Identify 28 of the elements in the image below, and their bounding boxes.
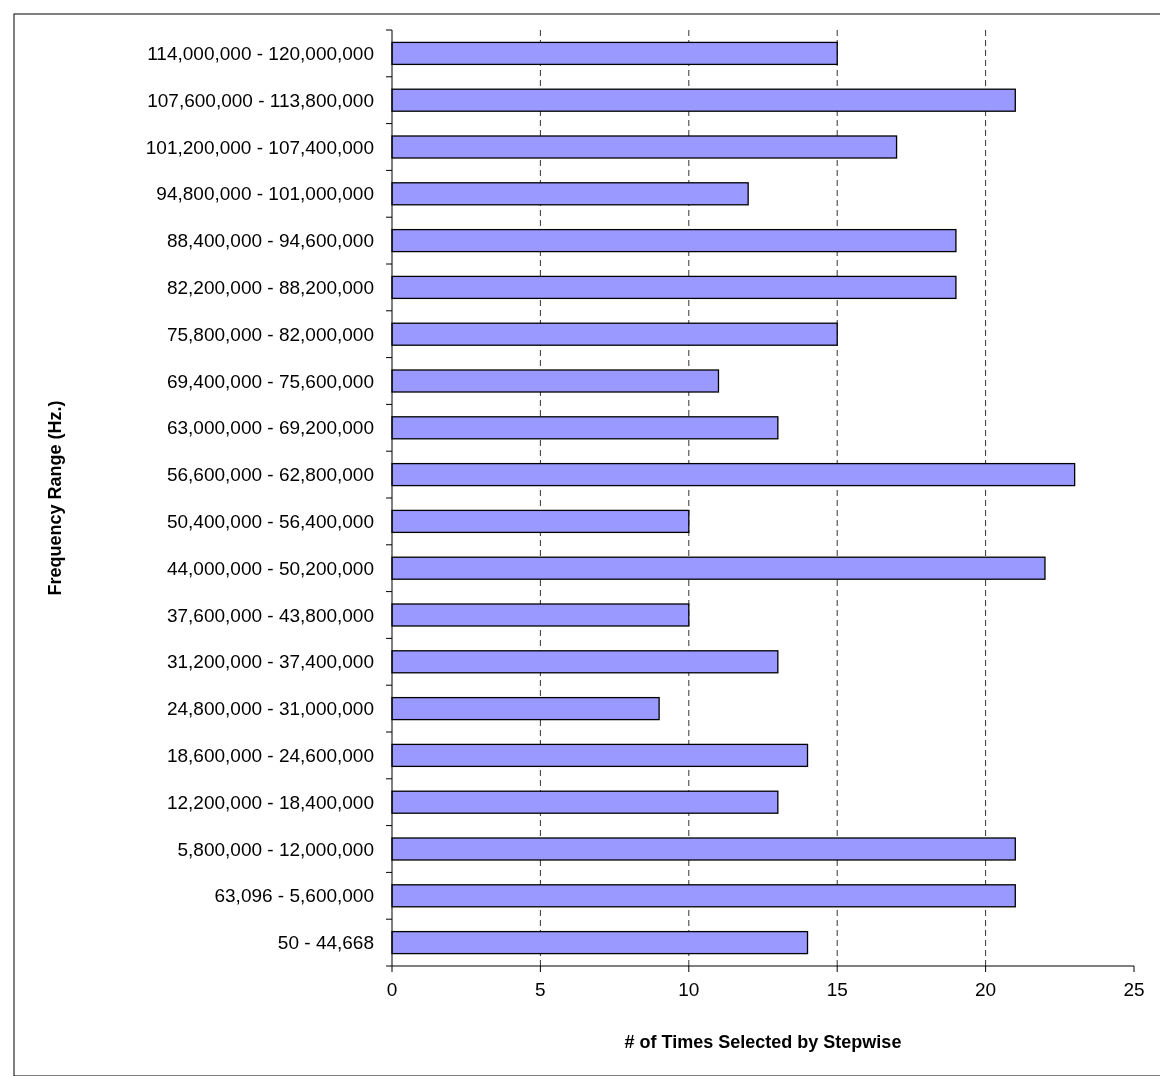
y-tick-label: 63,096 - 5,600,000 xyxy=(214,885,374,907)
y-tick-label: 44,000,000 - 50,200,000 xyxy=(166,557,374,579)
y-tick-label: 56,600,000 - 62,800,000 xyxy=(166,464,374,486)
y-axis-title: Frequency Range (Hz.) xyxy=(45,400,65,596)
x-axis-title: # of Times Selected by Stepwise xyxy=(624,1032,902,1052)
y-tick-label: 114,000,000 - 120,000,000 xyxy=(147,43,374,65)
y-tick-label: 37,600,000 - 43,800,000 xyxy=(166,604,374,626)
y-tick-label: 94,800,000 - 101,000,000 xyxy=(156,183,374,205)
y-tick-label: 50 - 44,668 xyxy=(277,932,374,954)
y-tick-label: 75,800,000 - 82,000,000 xyxy=(166,323,374,345)
y-tick-label: 12,200,000 - 18,400,000 xyxy=(166,791,374,813)
x-tick-label: 15 xyxy=(826,979,848,1000)
y-tick-label: 107,600,000 - 113,800,000 xyxy=(147,89,374,111)
x-tick-label: 0 xyxy=(386,979,398,1000)
y-tick-label: 63,000,000 - 69,200,000 xyxy=(166,417,374,439)
y-tick-label: 82,200,000 - 88,200,000 xyxy=(166,277,374,299)
y-tick-label: 50,400,000 - 56,400,000 xyxy=(166,511,374,533)
y-tick-label: 5,800,000 - 12,000,000 xyxy=(177,838,374,860)
y-tick-label: 69,400,000 - 75,600,000 xyxy=(166,370,374,392)
x-tick-label: 25 xyxy=(1123,979,1145,1000)
y-tick-label: 18,600,000 - 24,600,000 xyxy=(166,745,374,767)
x-tick-label: 10 xyxy=(678,979,700,1000)
y-tick-label: 88,400,000 - 94,600,000 xyxy=(166,230,374,252)
x-tick-label: 5 xyxy=(535,979,546,1000)
x-tick-label: 20 xyxy=(975,979,997,1000)
y-tick-label: 31,200,000 - 37,400,000 xyxy=(166,651,374,673)
y-tick-label: 24,800,000 - 31,000,000 xyxy=(166,698,374,720)
y-tick-label: 101,200,000 - 107,400,000 xyxy=(145,136,374,158)
